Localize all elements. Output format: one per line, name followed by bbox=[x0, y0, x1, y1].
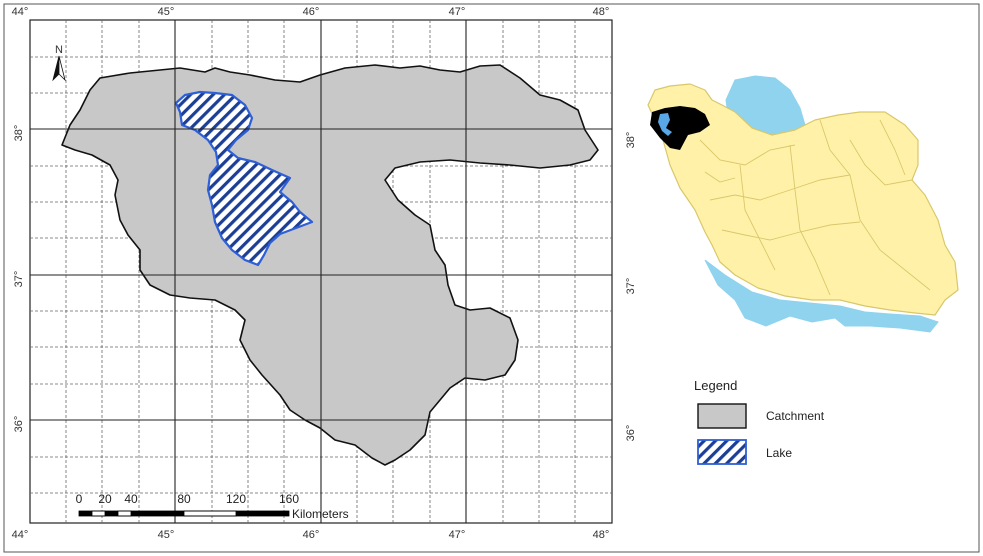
legend-item-lake: Lake bbox=[697, 439, 792, 465]
major-grid bbox=[30, 20, 612, 523]
province-boundaries bbox=[699, 119, 931, 296]
scale-tick-label: 120 bbox=[226, 492, 246, 506]
lon-label: 46° bbox=[303, 6, 320, 18]
inset-map: 38° 37° bbox=[625, 75, 959, 333]
iran-land bbox=[647, 83, 959, 316]
legend-item-label: Lake bbox=[766, 446, 792, 460]
lake-swatch bbox=[697, 439, 747, 465]
inset-lake bbox=[658, 113, 672, 136]
figure-border bbox=[3, 3, 980, 553]
main-map: 44° 45° 46° 47° 48° 44° 45° 46° 47° 48° … bbox=[12, 6, 613, 541]
bottom-longitude-labels: 44° 45° 46° 47° 48° bbox=[12, 529, 610, 541]
lat-label: 36° bbox=[13, 416, 25, 433]
lat-label: 37° bbox=[13, 271, 25, 288]
lake-polygon bbox=[174, 90, 314, 267]
north-arrow: N bbox=[52, 44, 66, 82]
scale-tick-label: 40 bbox=[124, 492, 138, 506]
legend-item-catchment: Catchment bbox=[697, 403, 825, 429]
catchment-boundary bbox=[61, 64, 599, 466]
inset-lat-label: 38° bbox=[625, 132, 637, 149]
lon-label: 48° bbox=[593, 529, 610, 541]
left-latitude-labels: 38° 37° 36° bbox=[13, 125, 25, 433]
north-arrow-label: N bbox=[55, 44, 63, 56]
legend-title: Legend bbox=[694, 378, 737, 393]
persian-gulf bbox=[704, 259, 939, 333]
legend-item-label: Catchment bbox=[766, 409, 825, 423]
catchment-swatch bbox=[697, 403, 747, 429]
scale-tick-label: 160 bbox=[279, 492, 299, 506]
scale-tick-label: 20 bbox=[98, 492, 112, 506]
right-latitude-labels: 36° bbox=[625, 425, 637, 442]
lon-label: 47° bbox=[449, 529, 466, 541]
lon-label: 45° bbox=[158, 6, 175, 18]
lat-label: 38° bbox=[13, 125, 25, 142]
scale-unit-label: Kilometers bbox=[292, 507, 349, 521]
lon-label: 47° bbox=[449, 6, 466, 18]
lon-label: 48° bbox=[593, 6, 610, 18]
inset-lat-label: 37° bbox=[625, 278, 637, 295]
lon-label: 45° bbox=[158, 529, 175, 541]
lon-label: 46° bbox=[303, 529, 320, 541]
lon-label: 44° bbox=[12, 529, 29, 541]
lon-label: 44° bbox=[12, 6, 29, 18]
legend: Legend Catchment Lake bbox=[694, 378, 825, 465]
lat-label: 36° bbox=[625, 425, 637, 442]
top-longitude-labels: 44° 45° 46° 47° 48° bbox=[12, 6, 610, 18]
scale-tick-label: 80 bbox=[177, 492, 191, 506]
scale-tick-label: 0 bbox=[76, 492, 83, 506]
scale-bar: 0 20 40 80 120 160 Kilometers bbox=[76, 492, 349, 521]
